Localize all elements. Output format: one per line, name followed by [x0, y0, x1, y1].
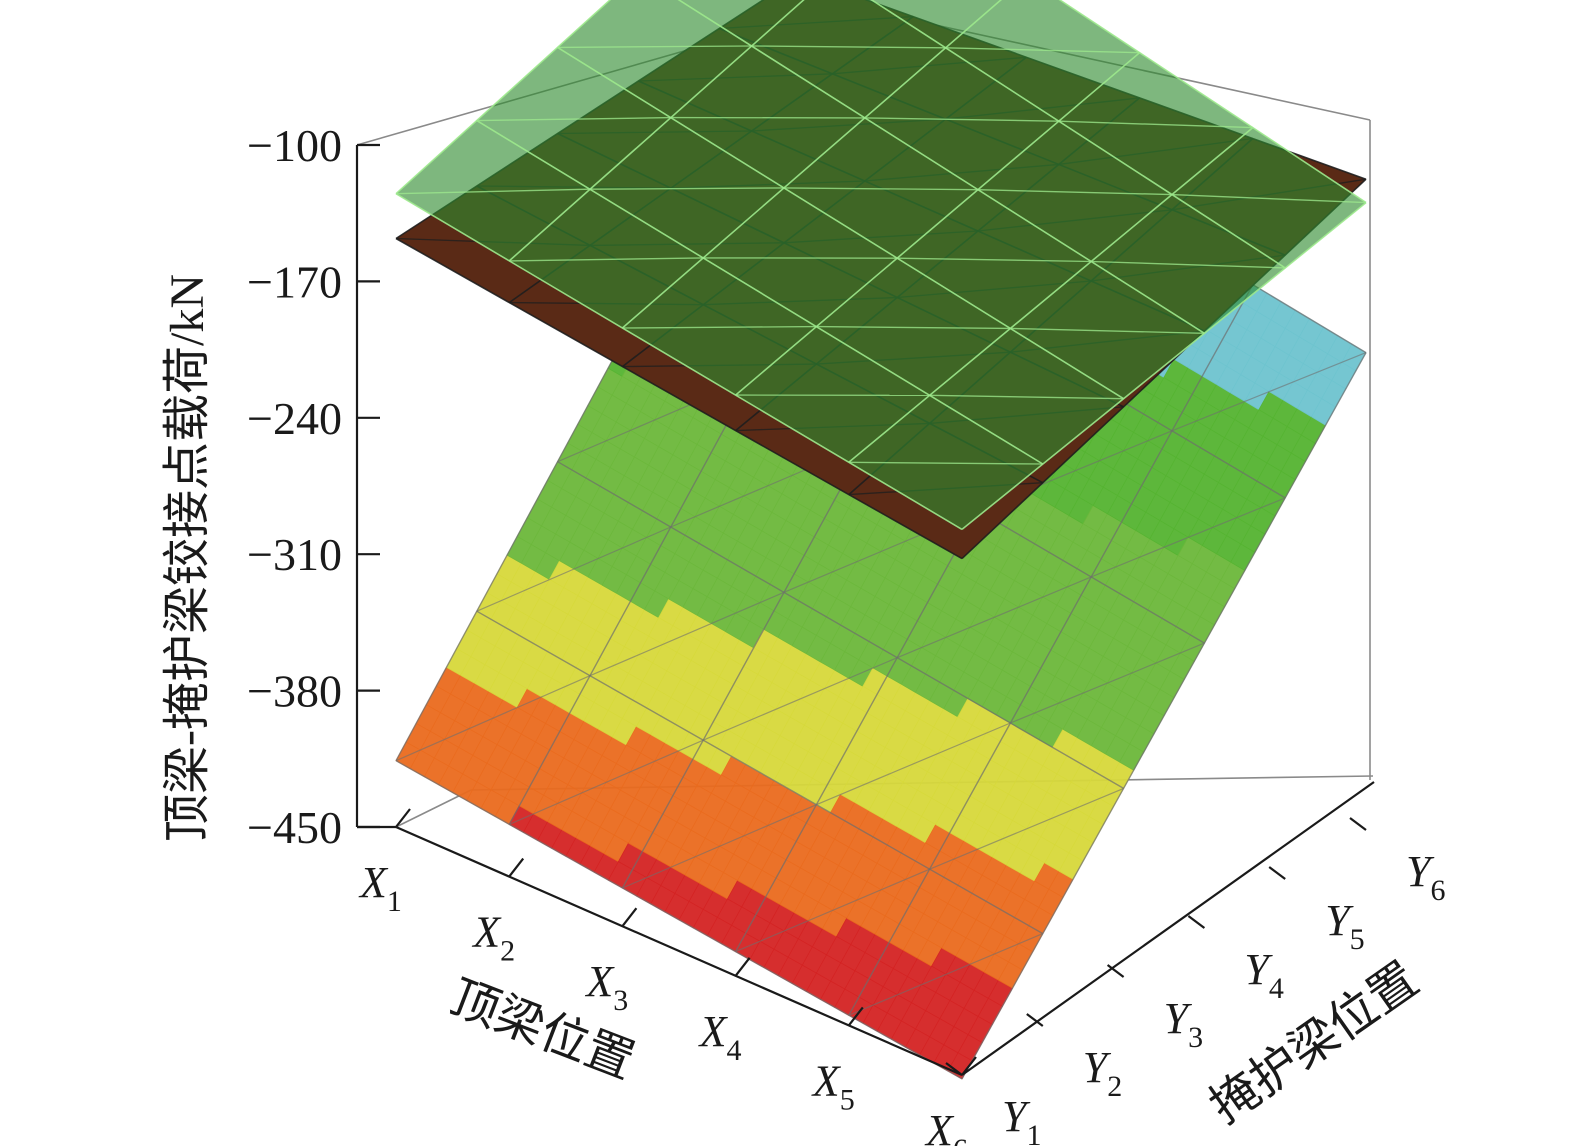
y-tick-label: Y1 [1002, 1092, 1041, 1146]
surface-grid-line [961, 201, 1367, 531]
surface-grid-diagonal [395, 188, 591, 195]
surface-grid-diagonal [1010, 327, 1205, 334]
y-tick-label: Y4 [1244, 945, 1283, 1005]
surface-grid-diagonal [622, 804, 817, 889]
x-tick [961, 1056, 977, 1076]
surface-grid-line [677, 0, 1205, 334]
z-tick-label: −100 [247, 120, 342, 171]
surface-grid-line [395, 760, 963, 1080]
surface-grid-diagonal [1171, 352, 1367, 432]
surface-grid-line [557, 461, 1124, 790]
surface-fill [396, 0, 1366, 530]
surface-grid-diagonal [864, 117, 1059, 122]
surface-grid-diagonal [476, 526, 672, 612]
x-tick [395, 808, 411, 828]
tick-layer: −100 −170 −240 −310 −380 −450 X1 X2 X3 X4 X5 X6 Y1 Y2… [247, 120, 1445, 1146]
surface-grid-diagonal [395, 675, 591, 762]
surface-grid-line [395, 0, 612, 195]
y-tick [1026, 1013, 1044, 1027]
surface-grid-line [476, 119, 1044, 465]
y-axis-line [961, 781, 1375, 1076]
x-tick-label: X5 [811, 1056, 855, 1116]
y-tick [1106, 964, 1125, 978]
x-tick [621, 907, 638, 927]
y-tick [1187, 915, 1206, 929]
surface-grid-line [1058, 0, 1367, 204]
x-tick-label: X3 [584, 957, 628, 1017]
surface-grid-diagonal [848, 933, 1044, 1016]
surface-grid-diagonal [896, 576, 1092, 659]
y-tick [1268, 866, 1286, 880]
surface-grid-diagonal [557, 45, 752, 49]
y-tick [945, 1062, 963, 1076]
surface-grid-diagonal [897, 257, 1092, 263]
surface-grid-diagonal [476, 116, 671, 122]
surface-grid-diagonal [929, 394, 1124, 400]
surface-grid-diagonal [1091, 260, 1286, 269]
surface-grid-line [870, 0, 1286, 269]
surface-grid-diagonal [783, 187, 979, 191]
x-tick-label: X1 [358, 858, 402, 918]
surface-grid-line [848, 284, 1254, 1016]
surface-grid-diagonal [1058, 120, 1253, 129]
surface-grid-line [557, 46, 1125, 400]
surface-grid-diagonal [509, 257, 704, 262]
x-tick-label: X6 [924, 1106, 968, 1146]
surfaces-layer [395, 0, 1367, 1080]
y-tick [1349, 817, 1367, 831]
surface-grid-diagonal [622, 325, 817, 329]
y-tick-label: Y3 [1164, 994, 1203, 1054]
z-axis-title: 顶梁-掩护梁铰接点载荷/kN [161, 274, 214, 842]
surface-grid-diagonal [816, 722, 1011, 806]
z-tick-label: −240 [247, 393, 342, 444]
axis-box-front [355, 145, 1375, 1077]
surface-grid-line [735, 52, 1141, 396]
surface-grid-diagonal [508, 739, 704, 825]
surface-grid-line [476, 610, 1044, 935]
x-tick [847, 1006, 864, 1027]
surface-grid-diagonal [848, 461, 1043, 465]
surface-grid-diagonal [751, 45, 946, 49]
surface-grid-line [961, 352, 1367, 1080]
surface-grid-diagonal [1090, 497, 1286, 578]
surface-grid-line [848, 126, 1254, 463]
surface-grid-line [621, 0, 1003, 329]
surface-grid-diagonal [589, 591, 785, 677]
surface-grid-diagonal [929, 787, 1124, 870]
surface-3 [395, 0, 1367, 531]
surface-grid-diagonal [1010, 642, 1205, 724]
surface-grid-diagonal [735, 868, 930, 953]
surface-grid-diagonal [945, 47, 1140, 54]
surface-grid-line [395, 237, 963, 560]
y-tick-label: Y6 [1406, 847, 1445, 907]
x-tick-label: X2 [471, 908, 515, 968]
surface-grid-diagonal [702, 657, 898, 741]
x-tick [734, 957, 751, 977]
surface-grid-line [395, 193, 963, 531]
surface-grid-line [508, 0, 805, 262]
x-tick [508, 857, 525, 878]
y-axis-title: 掩护梁位置 [1201, 953, 1428, 1134]
surface-grid-diagonal [977, 189, 1173, 196]
surface-grid-diagonal [1171, 193, 1367, 204]
z-tick-label: −380 [247, 666, 342, 717]
y-tick-label: Y5 [1325, 896, 1364, 956]
y-tick-label: Y2 [1083, 1043, 1122, 1103]
z-tick-label: −450 [247, 802, 342, 853]
surface-grid-diagonal [816, 325, 1011, 330]
x-axis-line [395, 825, 963, 1077]
z-tick-label: −310 [247, 529, 342, 580]
z-tick-label: −170 [247, 256, 342, 307]
surface-grid-diagonal [589, 187, 785, 190]
x-tick-label: X4 [698, 1007, 742, 1067]
